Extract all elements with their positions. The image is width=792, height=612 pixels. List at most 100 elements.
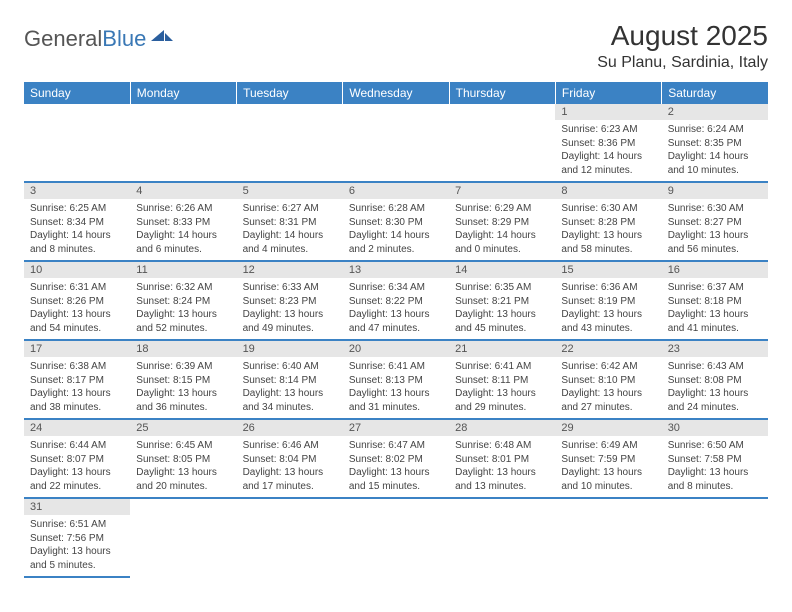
day-number: 27 xyxy=(343,420,449,436)
daylight-text: Daylight: 13 hours xyxy=(136,387,230,401)
sunset-text: Sunset: 8:15 PM xyxy=(136,374,230,388)
day-number: 23 xyxy=(662,341,768,357)
weekday-header: Sunday xyxy=(24,82,130,104)
calendar-week: 24Sunrise: 6:44 AMSunset: 8:07 PMDayligh… xyxy=(24,419,768,498)
day-number: 26 xyxy=(237,420,343,436)
daylight-text-2: and 56 minutes. xyxy=(668,243,762,257)
sunset-text: Sunset: 8:29 PM xyxy=(455,216,549,230)
daylight-text-2: and 52 minutes. xyxy=(136,322,230,336)
calendar-day xyxy=(449,104,555,182)
day-details: Sunrise: 6:32 AMSunset: 8:24 PMDaylight:… xyxy=(130,278,236,339)
daylight-text-2: and 10 minutes. xyxy=(668,164,762,178)
daylight-text-2: and 29 minutes. xyxy=(455,401,549,415)
daylight-text-2: and 38 minutes. xyxy=(30,401,124,415)
calendar-day: 29Sunrise: 6:49 AMSunset: 7:59 PMDayligh… xyxy=(555,419,661,498)
day-number: 12 xyxy=(237,262,343,278)
logo-text-blue: Blue xyxy=(102,26,146,52)
daylight-text-2: and 0 minutes. xyxy=(455,243,549,257)
day-details: Sunrise: 6:30 AMSunset: 8:28 PMDaylight:… xyxy=(555,199,661,260)
daylight-text: Daylight: 13 hours xyxy=(668,229,762,243)
calendar-day: 22Sunrise: 6:42 AMSunset: 8:10 PMDayligh… xyxy=(555,340,661,419)
calendar-day: 14Sunrise: 6:35 AMSunset: 8:21 PMDayligh… xyxy=(449,261,555,340)
sunrise-text: Sunrise: 6:36 AM xyxy=(561,281,655,295)
day-details: Sunrise: 6:49 AMSunset: 7:59 PMDaylight:… xyxy=(555,436,661,497)
sunrise-text: Sunrise: 6:42 AM xyxy=(561,360,655,374)
calendar-day: 8Sunrise: 6:30 AMSunset: 8:28 PMDaylight… xyxy=(555,182,661,261)
calendar-day: 31Sunrise: 6:51 AMSunset: 7:56 PMDayligh… xyxy=(24,498,130,577)
daylight-text: Daylight: 14 hours xyxy=(349,229,443,243)
daylight-text-2: and 43 minutes. xyxy=(561,322,655,336)
daylight-text-2: and 27 minutes. xyxy=(561,401,655,415)
day-details: Sunrise: 6:26 AMSunset: 8:33 PMDaylight:… xyxy=(130,199,236,260)
sunrise-text: Sunrise: 6:27 AM xyxy=(243,202,337,216)
sunrise-text: Sunrise: 6:29 AM xyxy=(455,202,549,216)
day-number: 28 xyxy=(449,420,555,436)
day-number: 18 xyxy=(130,341,236,357)
day-number: 16 xyxy=(662,262,768,278)
sunset-text: Sunset: 8:08 PM xyxy=(668,374,762,388)
calendar-day: 1Sunrise: 6:23 AMSunset: 8:36 PMDaylight… xyxy=(555,104,661,182)
day-details: Sunrise: 6:50 AMSunset: 7:58 PMDaylight:… xyxy=(662,436,768,497)
daylight-text-2: and 58 minutes. xyxy=(561,243,655,257)
sunrise-text: Sunrise: 6:51 AM xyxy=(30,518,124,532)
daylight-text: Daylight: 13 hours xyxy=(30,545,124,559)
day-details: Sunrise: 6:33 AMSunset: 8:23 PMDaylight:… xyxy=(237,278,343,339)
daylight-text: Daylight: 13 hours xyxy=(455,387,549,401)
daylight-text: Daylight: 13 hours xyxy=(136,308,230,322)
day-details: Sunrise: 6:48 AMSunset: 8:01 PMDaylight:… xyxy=(449,436,555,497)
sunrise-text: Sunrise: 6:44 AM xyxy=(30,439,124,453)
day-details: Sunrise: 6:41 AMSunset: 8:13 PMDaylight:… xyxy=(343,357,449,418)
day-details: Sunrise: 6:37 AMSunset: 8:18 PMDaylight:… xyxy=(662,278,768,339)
daylight-text: Daylight: 13 hours xyxy=(243,387,337,401)
weekday-header: Tuesday xyxy=(237,82,343,104)
header: General Blue August 2025 Su Planu, Sardi… xyxy=(24,20,768,72)
sunset-text: Sunset: 7:56 PM xyxy=(30,532,124,546)
sunrise-text: Sunrise: 6:37 AM xyxy=(668,281,762,295)
sunrise-text: Sunrise: 6:50 AM xyxy=(668,439,762,453)
day-details: Sunrise: 6:51 AMSunset: 7:56 PMDaylight:… xyxy=(24,515,130,576)
calendar-week: 1Sunrise: 6:23 AMSunset: 8:36 PMDaylight… xyxy=(24,104,768,182)
day-details: Sunrise: 6:38 AMSunset: 8:17 PMDaylight:… xyxy=(24,357,130,418)
sunset-text: Sunset: 8:19 PM xyxy=(561,295,655,309)
daylight-text-2: and 17 minutes. xyxy=(243,480,337,494)
daylight-text-2: and 54 minutes. xyxy=(30,322,124,336)
day-number: 30 xyxy=(662,420,768,436)
sunset-text: Sunset: 8:30 PM xyxy=(349,216,443,230)
daylight-text-2: and 34 minutes. xyxy=(243,401,337,415)
calendar-day: 26Sunrise: 6:46 AMSunset: 8:04 PMDayligh… xyxy=(237,419,343,498)
sunrise-text: Sunrise: 6:26 AM xyxy=(136,202,230,216)
day-details: Sunrise: 6:40 AMSunset: 8:14 PMDaylight:… xyxy=(237,357,343,418)
calendar-day: 18Sunrise: 6:39 AMSunset: 8:15 PMDayligh… xyxy=(130,340,236,419)
daylight-text-2: and 36 minutes. xyxy=(136,401,230,415)
daylight-text: Daylight: 14 hours xyxy=(243,229,337,243)
sunset-text: Sunset: 8:31 PM xyxy=(243,216,337,230)
daylight-text: Daylight: 13 hours xyxy=(243,466,337,480)
daylight-text: Daylight: 13 hours xyxy=(455,308,549,322)
calendar-day: 17Sunrise: 6:38 AMSunset: 8:17 PMDayligh… xyxy=(24,340,130,419)
month-title: August 2025 xyxy=(597,20,768,52)
calendar-day: 13Sunrise: 6:34 AMSunset: 8:22 PMDayligh… xyxy=(343,261,449,340)
sunset-text: Sunset: 8:23 PM xyxy=(243,295,337,309)
calendar-day: 24Sunrise: 6:44 AMSunset: 8:07 PMDayligh… xyxy=(24,419,130,498)
day-details: Sunrise: 6:46 AMSunset: 8:04 PMDaylight:… xyxy=(237,436,343,497)
day-number: 24 xyxy=(24,420,130,436)
day-details: Sunrise: 6:31 AMSunset: 8:26 PMDaylight:… xyxy=(24,278,130,339)
calendar-day: 12Sunrise: 6:33 AMSunset: 8:23 PMDayligh… xyxy=(237,261,343,340)
sunrise-text: Sunrise: 6:47 AM xyxy=(349,439,443,453)
day-number: 25 xyxy=(130,420,236,436)
daylight-text: Daylight: 14 hours xyxy=(136,229,230,243)
daylight-text-2: and 2 minutes. xyxy=(349,243,443,257)
calendar-day xyxy=(237,104,343,182)
daylight-text: Daylight: 14 hours xyxy=(561,150,655,164)
daylight-text-2: and 5 minutes. xyxy=(30,559,124,573)
daylight-text: Daylight: 13 hours xyxy=(561,466,655,480)
day-number: 13 xyxy=(343,262,449,278)
sunset-text: Sunset: 8:17 PM xyxy=(30,374,124,388)
day-details: Sunrise: 6:47 AMSunset: 8:02 PMDaylight:… xyxy=(343,436,449,497)
daylight-text-2: and 10 minutes. xyxy=(561,480,655,494)
sunset-text: Sunset: 8:26 PM xyxy=(30,295,124,309)
day-details: Sunrise: 6:45 AMSunset: 8:05 PMDaylight:… xyxy=(130,436,236,497)
daylight-text-2: and 12 minutes. xyxy=(561,164,655,178)
day-number: 5 xyxy=(237,183,343,199)
calendar-table: SundayMondayTuesdayWednesdayThursdayFrid… xyxy=(24,82,768,578)
